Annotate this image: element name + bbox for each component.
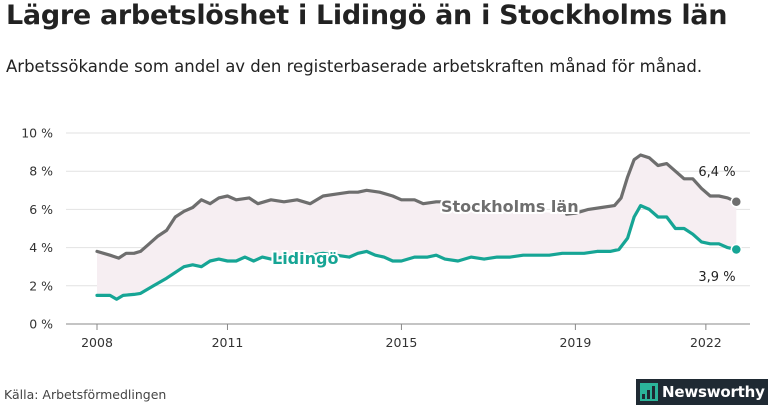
- series-labels: Stockholms län Lidingö: [270, 195, 581, 270]
- chart-subtitle: Arbetssökande som andel av den registerb…: [6, 57, 703, 76]
- stockholm-line: [565, 153, 738, 216]
- y-tick-label: 0 %: [29, 317, 53, 332]
- chart-title: Lägre arbetslöshet i Lidingö än i Stockh…: [6, 0, 728, 31]
- x-tick-label: 2008: [81, 335, 113, 350]
- series-label-lidingo: Lidingö: [272, 249, 338, 268]
- y-tick-label: 8 %: [29, 164, 53, 179]
- y-axis-ticks: 0 % 2 % 4 % 6 % 8 % 10 %: [21, 126, 53, 332]
- x-tick-label: 2011: [212, 335, 244, 350]
- y-tick-label: 2 %: [29, 278, 53, 293]
- x-tick-label: 2019: [559, 335, 591, 350]
- source-note: Källa: Arbetsförmedlingen: [4, 387, 167, 402]
- stockholm-end-dot: [730, 196, 743, 208]
- gap-band: [97, 155, 737, 300]
- y-tick-label: 10 %: [21, 126, 53, 141]
- x-tick-label: 2015: [386, 335, 418, 350]
- x-tick-label: 2022: [690, 335, 722, 350]
- series-label-stockholm: Stockholms län: [441, 197, 579, 216]
- stockholm-line: [95, 188, 456, 260]
- x-axis-ticks: 2008 2011 2015 2019 2022: [81, 324, 722, 350]
- end-markers: 6,4 % 3,9 %: [698, 165, 743, 285]
- lidingo-end-label: 3,9 %: [698, 270, 735, 285]
- newsworthy-logo: Newsworthy: [636, 379, 768, 405]
- brand-name: Newsworthy: [662, 383, 765, 401]
- y-tick-label: 6 %: [29, 202, 53, 217]
- lidingo-line: [95, 204, 738, 301]
- series-lines: [95, 153, 738, 301]
- lidingo-end-dot: [730, 243, 743, 256]
- bar-chart-icon: [640, 383, 658, 401]
- line-chart: 0 % 2 % 4 % 6 % 8 % 10 % 2008 2011 2015 2019 2022…: [21, 126, 750, 350]
- y-tick-label: 4 %: [29, 240, 53, 255]
- stockholm-end-label: 6,4 %: [698, 165, 735, 180]
